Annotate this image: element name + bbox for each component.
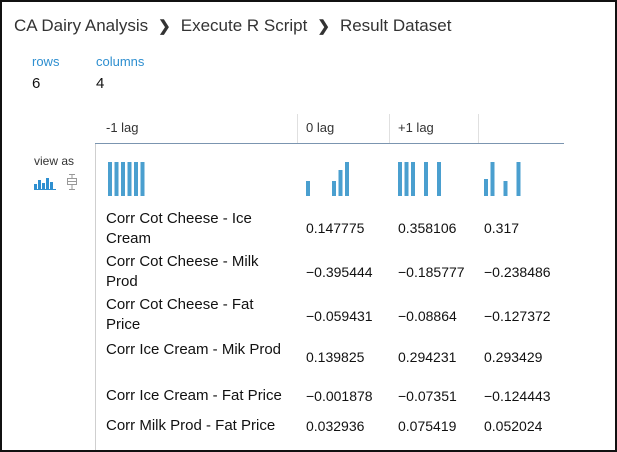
histogram-bar xyxy=(484,179,488,196)
histogram-bar xyxy=(127,162,132,196)
table-cell: −0.07351 xyxy=(398,388,457,404)
histogram-bar xyxy=(503,181,508,196)
row-name: Corr Ice Cream - Mik Prod xyxy=(106,341,282,358)
table-cell: 0.052024 xyxy=(484,418,543,434)
histogram-bar xyxy=(121,162,125,196)
chevron-right-icon: ❯ xyxy=(158,18,171,35)
histogram-bar xyxy=(108,162,112,196)
histogram-bar xyxy=(140,162,145,196)
row-name: Corr Cot Cheese - Fat Price xyxy=(106,296,254,333)
histogram-bar xyxy=(398,162,402,196)
column-divider xyxy=(297,114,298,144)
table-cell: 0.147775 xyxy=(306,220,365,236)
breadcrumb-module[interactable]: Execute R Script xyxy=(180,16,308,35)
boxplot-icon[interactable] xyxy=(66,174,78,190)
histogram-0-lag[interactable] xyxy=(306,162,386,196)
histogram-minus1-lag[interactable] xyxy=(108,162,188,196)
breadcrumb-experiment[interactable]: CA Dairy Analysis xyxy=(14,16,149,35)
histogram-icon[interactable] xyxy=(34,176,56,190)
column-header-minus1-lag[interactable]: -1 lag xyxy=(106,120,139,135)
table-cell: 0.032936 xyxy=(306,418,365,434)
histogram-extra-column[interactable] xyxy=(484,162,564,196)
rows-label: rows xyxy=(32,54,60,69)
row-name: Corr Cot Cheese - Milk Prod xyxy=(106,253,259,290)
table-cell: 0.075419 xyxy=(398,418,457,434)
histogram-bar xyxy=(332,181,336,196)
breadcrumb-current: Result Dataset xyxy=(339,16,452,35)
table-cell: 0.293429 xyxy=(484,349,543,365)
table-cell: −0.185777 xyxy=(398,264,465,280)
breadcrumb: CA Dairy Analysis ❯ Execute R Script ❯ R… xyxy=(14,14,451,38)
chevron-right-icon: ❯ xyxy=(317,18,330,35)
histogram-bar xyxy=(437,162,441,196)
table-cell: 0.294231 xyxy=(398,349,457,365)
table-cell: −0.124443 xyxy=(484,388,551,404)
view-as-label: view as xyxy=(34,154,75,168)
columns-stat: columns 4 xyxy=(96,54,144,92)
table-cell: 0.139825 xyxy=(306,349,365,365)
histogram-bar xyxy=(338,170,343,196)
column-divider xyxy=(478,114,479,144)
table-cell: −0.001878 xyxy=(306,388,373,404)
header-rule xyxy=(95,143,564,144)
row-header-divider xyxy=(95,144,96,450)
rows-value: 6 xyxy=(32,75,41,92)
table-cell: −0.395444 xyxy=(306,264,373,280)
column-header-0-lag[interactable]: 0 lag xyxy=(306,120,335,135)
column-header-plus1-lag[interactable]: +1 lag xyxy=(398,120,434,135)
table-cell: 0.317 xyxy=(484,220,520,236)
histogram-bar xyxy=(516,162,521,196)
row-name: Corr Ice Cream - Fat Price xyxy=(106,387,282,404)
histogram-bar xyxy=(490,162,495,196)
table-cell: −0.08864 xyxy=(398,308,457,324)
histogram-bar xyxy=(306,181,310,196)
histogram-bar xyxy=(345,162,349,196)
table-cell: −0.238486 xyxy=(484,264,551,280)
row-name: Corr Milk Prod - Fat Price xyxy=(106,417,276,434)
histogram-bar xyxy=(424,162,428,196)
histogram-bar xyxy=(404,162,409,196)
table-cell: −0.059431 xyxy=(306,308,373,324)
histogram-bar xyxy=(134,162,138,196)
rows-stat: rows 6 xyxy=(32,54,59,92)
row-name: Corr Cot Cheese - Ice Cream xyxy=(106,210,252,247)
column-divider xyxy=(389,114,390,144)
table-cell: 0.358106 xyxy=(398,220,457,236)
table-cell: −0.127372 xyxy=(484,308,551,324)
columns-value: 4 xyxy=(96,75,105,92)
histogram-bar xyxy=(411,162,415,196)
histogram-plus1-lag[interactable] xyxy=(398,162,478,196)
histogram-bar xyxy=(114,162,119,196)
view-as-toggle xyxy=(34,174,78,190)
columns-label: columns xyxy=(96,54,145,69)
